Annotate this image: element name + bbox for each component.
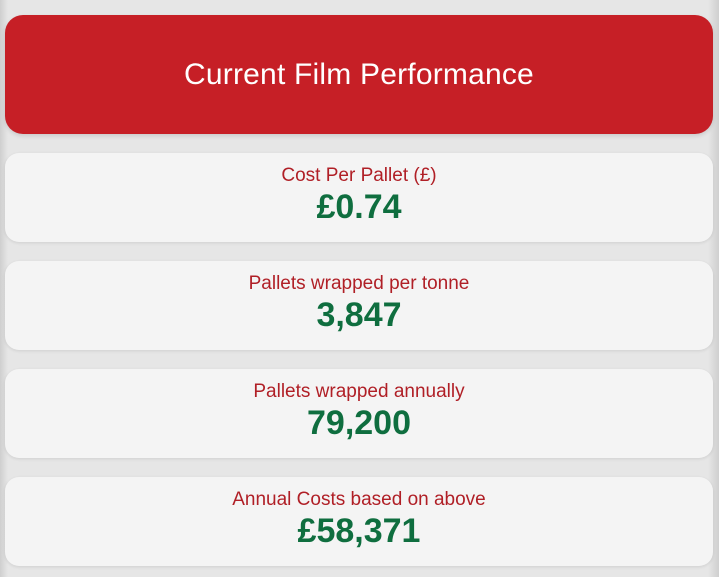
metric-card-cost-per-pallet: Cost Per Pallet (£) £0.74 [5, 153, 713, 242]
metric-card-pallets-per-tonne: Pallets wrapped per tonne 3,847 [5, 261, 713, 350]
metric-value: £58,371 [297, 512, 421, 550]
metric-label: Pallets wrapped per tonne [248, 273, 470, 294]
metric-value: 3,847 [316, 296, 402, 334]
metric-label: Annual Costs based on above [232, 489, 486, 510]
metric-label: Cost Per Pallet (£) [281, 165, 437, 186]
metric-card-pallets-annually: Pallets wrapped annually 79,200 [5, 369, 713, 458]
metric-card-annual-costs: Annual Costs based on above £58,371 [5, 477, 713, 566]
page-title: Current Film Performance [184, 57, 534, 91]
performance-header: Current Film Performance [5, 15, 713, 134]
metric-value: £0.74 [316, 188, 402, 226]
metric-value: 79,200 [307, 404, 411, 442]
metric-label: Pallets wrapped annually [253, 381, 465, 402]
